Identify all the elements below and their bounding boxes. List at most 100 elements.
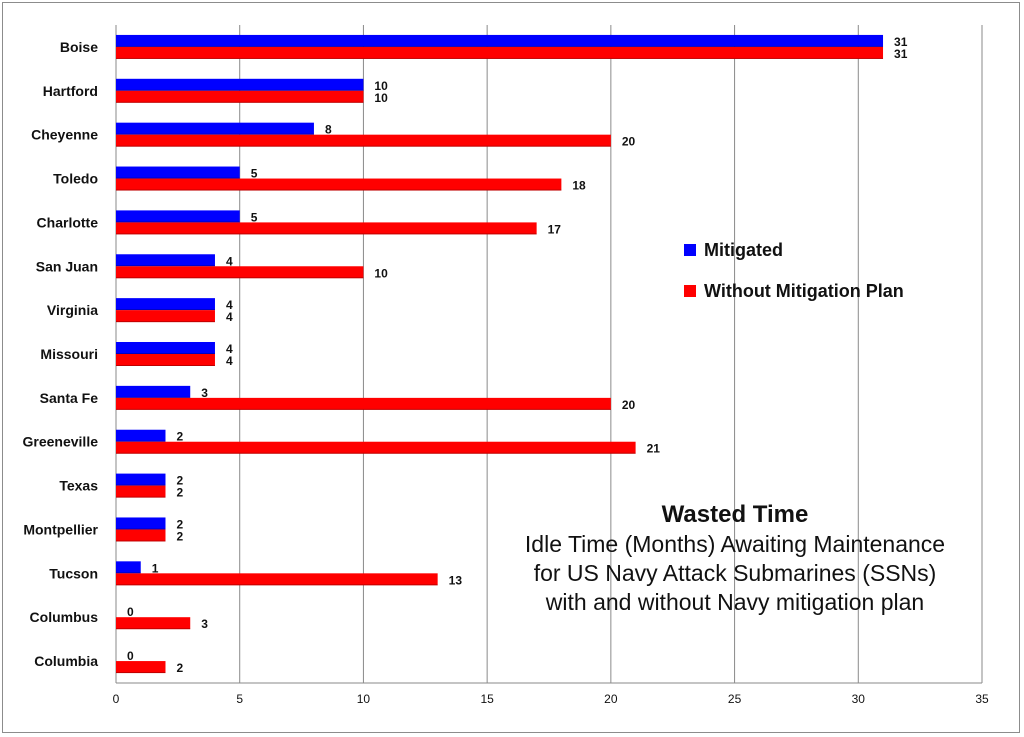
value-label-without-mitigation-toledo: 18 [572, 179, 586, 193]
value-label-without-mitigation-boise: 31 [894, 47, 908, 61]
x-tick-label-30: 30 [852, 692, 866, 706]
legend-label-without-mitigation: Without Mitigation Plan [704, 280, 904, 301]
legend: Mitigated Without Mitigation Plan [684, 240, 904, 322]
bar-mitigated-boise [116, 34, 884, 47]
value-label-mitigated-charlotte: 5 [251, 210, 258, 224]
legend-swatch-without-mitigation [684, 285, 696, 297]
bar-without-mitigation-hartford [116, 90, 364, 103]
bar-shadow-mitigated-tucson [116, 572, 141, 574]
value-label-mitigated-montpellier: 2 [176, 517, 183, 531]
category-label-montpellier: Montpellier [23, 521, 98, 537]
bar-mitigated-hartford [116, 78, 364, 91]
bar-shadow-mitigated-virginia [116, 309, 215, 311]
bar-shadow-mitigated-toledo [116, 177, 240, 179]
bar-shadow-without-mitigation-montpellier [116, 540, 166, 542]
value-label-mitigated-hartford: 10 [374, 79, 388, 93]
bar-shadow-mitigated-greeneville [116, 440, 166, 442]
value-label-mitigated-san-juan: 4 [226, 254, 233, 268]
legend-label-mitigated: Mitigated [704, 239, 783, 260]
value-label-mitigated-greeneville: 2 [176, 430, 183, 444]
value-label-without-mitigation-greeneville: 21 [647, 442, 661, 456]
value-label-without-mitigation-cheyenne: 20 [622, 135, 636, 149]
bar-shadow-mitigated-boise [116, 45, 884, 47]
value-label-without-mitigation-texas: 2 [176, 486, 183, 500]
bar-mitigated-charlotte [116, 210, 240, 223]
x-tick-label-0: 0 [113, 692, 120, 706]
category-label-cheyenne: Cheyenne [31, 127, 98, 143]
bar-shadow-mitigated-san-juan [116, 265, 215, 267]
category-label-tucson: Tucson [49, 565, 98, 581]
bar-shadow-mitigated-montpellier [116, 528, 166, 530]
bar-without-mitigation-santa-fe [116, 397, 611, 410]
legend-item-mitigated: Mitigated [684, 240, 904, 260]
value-label-mitigated-santa-fe: 3 [201, 386, 208, 400]
bar-mitigated-missouri [116, 342, 215, 354]
value-label-mitigated-cheyenne: 8 [325, 123, 332, 137]
chart-subtitle-line-1: Idle Time (Months) Awaiting Maintenance [524, 531, 946, 557]
x-tick-label-10: 10 [357, 692, 371, 706]
x-tick-label-5: 5 [236, 692, 243, 706]
value-label-without-mitigation-san-juan: 10 [374, 266, 388, 280]
value-label-without-mitigation-santa-fe: 20 [622, 398, 636, 412]
category-label-texas: Texas [59, 478, 98, 494]
value-label-without-mitigation-virginia: 4 [226, 310, 233, 324]
bar-without-mitigation-columbus [116, 617, 191, 630]
x-tick-label-15: 15 [480, 692, 494, 706]
bar-shadow-without-mitigation-hartford [116, 101, 364, 103]
category-label-columbia: Columbia [34, 653, 98, 669]
bar-without-mitigation-san-juan [116, 266, 364, 279]
bar-shadow-without-mitigation-texas [116, 496, 166, 498]
bar-without-mitigation-cheyenne [116, 134, 611, 147]
value-label-without-mitigation-hartford: 10 [374, 91, 388, 105]
legend-item-without-mitigation: Without Mitigation Plan [684, 281, 904, 301]
bar-mitigated-texas [116, 473, 166, 486]
x-tick-label-35: 35 [975, 692, 989, 706]
category-label-missouri: Missouri [40, 346, 98, 362]
chart-subtitle-line-3: with and without Navy mitigation plan [545, 589, 925, 615]
bar-mitigated-cheyenne [116, 122, 314, 135]
bar-mitigated-tucson [116, 561, 141, 574]
value-label-mitigated-virginia: 4 [226, 298, 233, 312]
bar-without-mitigation-boise [116, 46, 884, 59]
bar-mitigated-toledo [116, 166, 240, 179]
chart-caption: Wasted Time Idle Time (Months) Awaiting … [470, 500, 1000, 617]
bar-shadow-mitigated-cheyenne [116, 133, 314, 135]
category-label-boise: Boise [60, 39, 98, 55]
bar-shadow-mitigated-hartford [116, 89, 364, 91]
bar-mitigated-san-juan [116, 254, 215, 267]
bar-shadow-mitigated-texas [116, 484, 166, 486]
bar-without-mitigation-charlotte [116, 222, 537, 235]
bar-shadow-without-mitigation-charlotte [116, 233, 537, 235]
value-label-without-mitigation-montpellier: 2 [176, 529, 183, 543]
legend-swatch-mitigated [684, 244, 696, 256]
value-label-mitigated-toledo: 5 [251, 167, 258, 181]
category-label-san-juan: San Juan [36, 258, 98, 274]
bar-without-mitigation-missouri [116, 354, 215, 366]
bar-mitigated-montpellier [116, 517, 166, 530]
bar-shadow-without-mitigation-columbus [116, 628, 191, 630]
category-label-columbus: Columbus [30, 609, 99, 625]
bar-mitigated-greeneville [116, 429, 166, 442]
value-label-mitigated-missouri: 4 [226, 342, 233, 356]
value-label-without-mitigation-tucson: 13 [449, 573, 463, 587]
bar-shadow-mitigated-santa-fe [116, 396, 191, 398]
category-label-hartford: Hartford [43, 83, 98, 99]
bar-shadow-without-mitigation-tucson [116, 584, 438, 586]
bar-shadow-without-mitigation-missouri [116, 365, 215, 366]
chart-subtitle-line-2: for US Navy Attack Submarines (SSNs) [533, 560, 937, 586]
x-tick-label-20: 20 [604, 692, 618, 706]
value-label-without-mitigation-charlotte: 17 [548, 222, 562, 236]
bar-shadow-without-mitigation-san-juan [116, 277, 364, 279]
bar-shadow-without-mitigation-cheyenne [116, 145, 611, 147]
bar-shadow-without-mitigation-toledo [116, 189, 562, 191]
value-label-mitigated-columbus: 0 [127, 605, 134, 619]
bar-without-mitigation-texas [116, 485, 166, 498]
category-label-greeneville: Greeneville [23, 434, 99, 450]
x-tick-label-25: 25 [728, 692, 742, 706]
category-label-virginia: Virginia [47, 302, 98, 318]
bar-without-mitigation-tucson [116, 573, 438, 586]
value-label-mitigated-boise: 31 [894, 35, 908, 49]
bar-without-mitigation-virginia [116, 310, 215, 323]
chart-title: Wasted Time [661, 501, 809, 528]
